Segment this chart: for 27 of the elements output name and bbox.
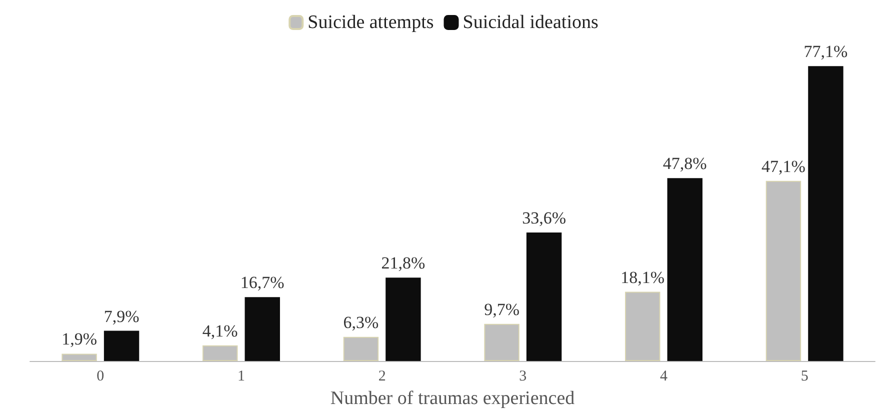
data-label: 16,7% [240, 273, 284, 292]
data-label: 7,9% [104, 306, 140, 326]
data-label: 77,1% [804, 42, 848, 62]
data-label: 33,6% [522, 208, 566, 228]
data-label: 21,8% [381, 254, 426, 273]
bar [386, 278, 421, 361]
bar [244, 297, 280, 361]
legend-label: Suicidal ideations [462, 12, 598, 33]
data-label: 1,9% [62, 330, 98, 349]
x-tick-label: 0 [96, 368, 104, 384]
x-tick-label: 2 [378, 368, 386, 384]
bar [667, 178, 702, 361]
bar [104, 330, 140, 361]
x-tick-label: 5 [800, 368, 808, 384]
bar [808, 66, 844, 361]
legend-label: Suicide attempts [308, 12, 434, 33]
data-label: 18,1% [620, 268, 665, 287]
data-label: 9,7% [484, 300, 520, 319]
x-tick-label: 1 [238, 368, 245, 384]
data-label: 6,3% [343, 312, 379, 332]
data-label: 47,1% [761, 156, 806, 176]
data-label: 4,1% [202, 321, 238, 340]
data-label: 47,8% [662, 154, 707, 174]
x-axis-title: Number of traumas experienced [330, 388, 576, 409]
bar [526, 232, 562, 361]
x-tick-label: 3 [519, 368, 527, 384]
x-tick-label: 4 [660, 368, 668, 384]
